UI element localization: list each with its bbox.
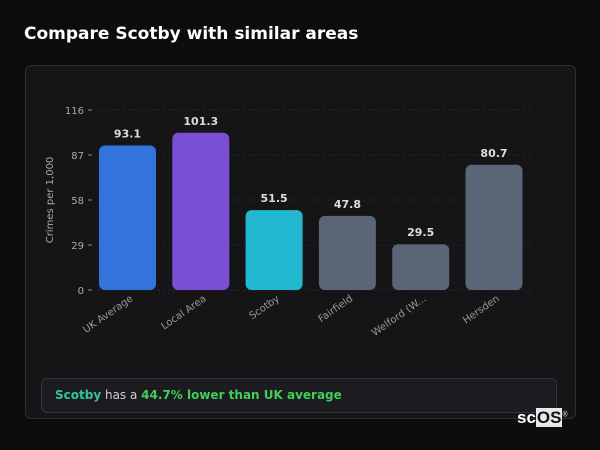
- data-label: 101.3: [183, 115, 218, 128]
- bar[interactable]: [172, 132, 230, 290]
- data-label: 93.1: [114, 128, 141, 141]
- bar[interactable]: [465, 164, 523, 290]
- comparison-summary: Scotby has a 44.7% lower than UK average: [41, 378, 557, 413]
- data-label: 47.8: [334, 198, 361, 211]
- x-tick-label: Local Area: [160, 293, 209, 332]
- x-tick-label: Fairfield: [317, 293, 356, 325]
- x-tick-label: UK Average: [81, 293, 135, 335]
- x-tick-label: Welford (W...: [370, 293, 428, 338]
- bar[interactable]: [245, 210, 303, 290]
- y-tick-label: 116: [65, 106, 84, 117]
- summary-text: has a: [101, 388, 142, 402]
- data-label: 51.5: [261, 192, 288, 205]
- bar[interactable]: [392, 244, 450, 290]
- x-tick-label: Scotby: [248, 293, 282, 322]
- page-title: Compare Scotby with similar areas: [24, 24, 359, 44]
- y-tick-label: 29: [71, 241, 84, 252]
- bar[interactable]: [318, 215, 376, 290]
- scos-logo: scOS®: [517, 408, 568, 427]
- data-label: 29.5: [407, 226, 434, 239]
- bar[interactable]: [99, 145, 156, 290]
- y-tick-label: 58: [71, 196, 84, 207]
- area-name: Scotby: [55, 388, 102, 402]
- y-tick-label: 0: [78, 286, 84, 297]
- y-tick-label: 87: [71, 151, 84, 162]
- comparison-highlight: 44.7% lower than UK average: [141, 388, 342, 402]
- x-tick-label: Hersden: [461, 293, 502, 326]
- data-label: 80.7: [480, 147, 507, 160]
- y-axis-label: Crimes per 1,000: [45, 157, 56, 244]
